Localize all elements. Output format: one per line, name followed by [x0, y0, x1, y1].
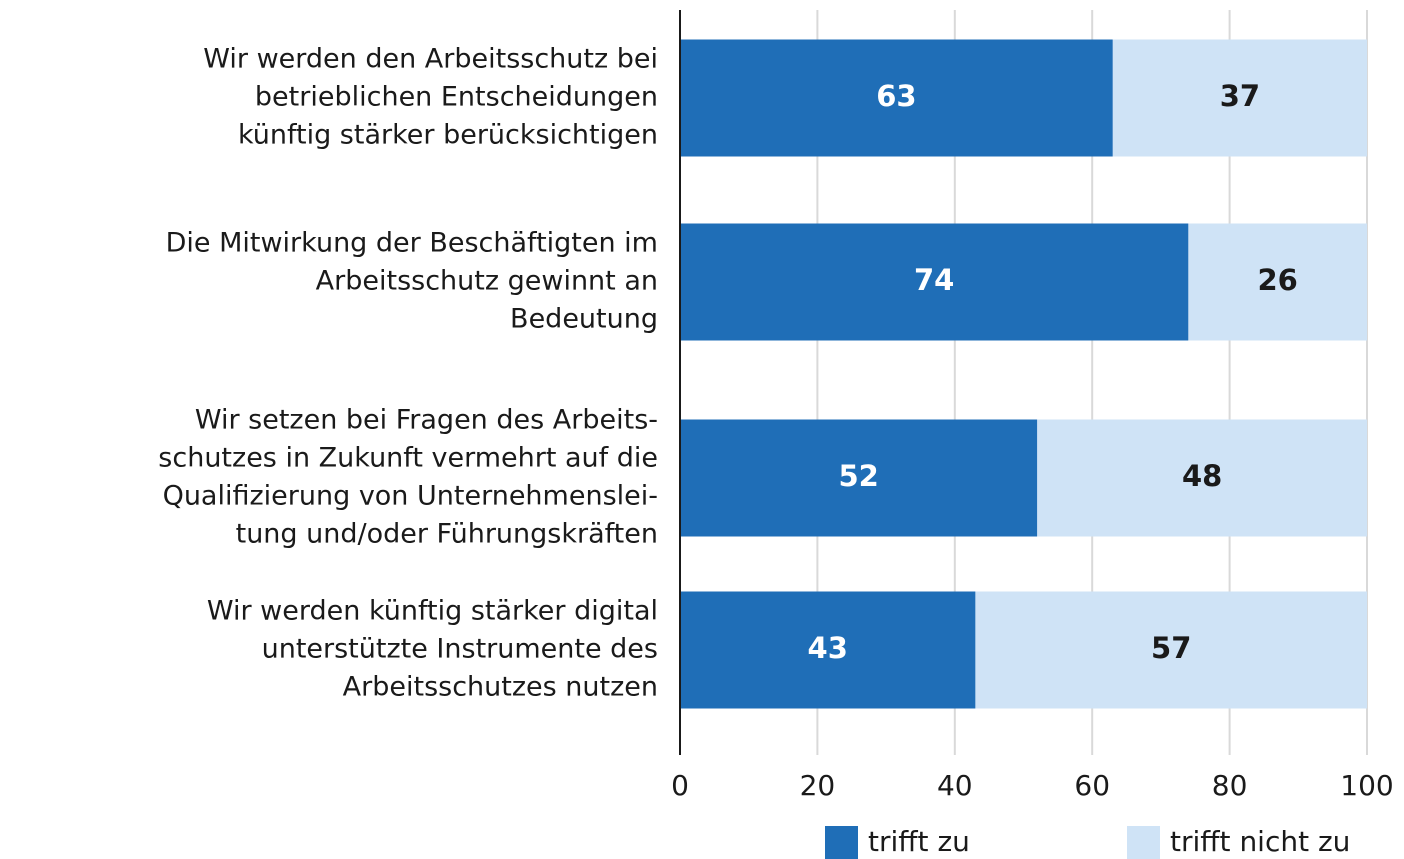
- bar-segment: [680, 591, 976, 709]
- value-label: 37: [1220, 79, 1260, 113]
- x-tick-label: 80: [1212, 769, 1248, 802]
- value-label: 52: [838, 459, 878, 493]
- category-label: Bedeutung: [510, 304, 658, 335]
- bar-segment: [680, 223, 1189, 341]
- legend-swatch: [825, 826, 858, 859]
- x-tick-label: 20: [800, 769, 836, 802]
- value-label: 63: [876, 79, 916, 113]
- category-label: Wir setzen bei Fragen des Arbeits-: [195, 405, 658, 436]
- x-tick-label: 40: [937, 769, 973, 802]
- bar-segment: [680, 419, 1038, 537]
- x-tick-label: 0: [671, 769, 689, 802]
- value-label: 74: [914, 263, 954, 297]
- legend-label: trifft zu: [868, 825, 970, 858]
- category-label: Wir werden künftig stärker digital: [207, 596, 658, 627]
- category-label: unterstützte Instrumente des: [262, 634, 658, 665]
- legend-label: trifft nicht zu: [1170, 825, 1350, 858]
- category-label: Wir werden den Arbeitsschutz bei: [203, 44, 658, 75]
- value-label: 43: [808, 631, 848, 665]
- bar-segment: [680, 39, 1113, 157]
- bar-segment: [1188, 223, 1367, 341]
- category-label: betrieblichen Entscheidungen: [255, 82, 658, 113]
- legend-swatch: [1127, 826, 1160, 859]
- x-tick-label: 100: [1340, 769, 1393, 802]
- category-label: Die Mitwirkung der Beschäftigten im: [166, 228, 658, 259]
- bar-segment: [975, 591, 1367, 709]
- category-label: Arbeitsschutz gewinnt an: [316, 266, 658, 297]
- x-tick-label: 60: [1074, 769, 1110, 802]
- value-label: 57: [1151, 631, 1191, 665]
- category-label: tung und/oder Führungskräften: [236, 519, 658, 550]
- value-label: 48: [1182, 459, 1222, 493]
- bar-segment: [1037, 419, 1367, 537]
- category-label: Qualifizierung von Unternehmenslei-: [163, 481, 658, 512]
- category-label: schutzes in Zukunft vermehrt auf die: [158, 443, 658, 474]
- bar-segment: [1112, 39, 1367, 157]
- category-label: Arbeitsschutzes nutzen: [343, 672, 658, 703]
- value-label: 26: [1258, 263, 1298, 297]
- category-label: künftig stärker berücksichtigen: [238, 120, 658, 151]
